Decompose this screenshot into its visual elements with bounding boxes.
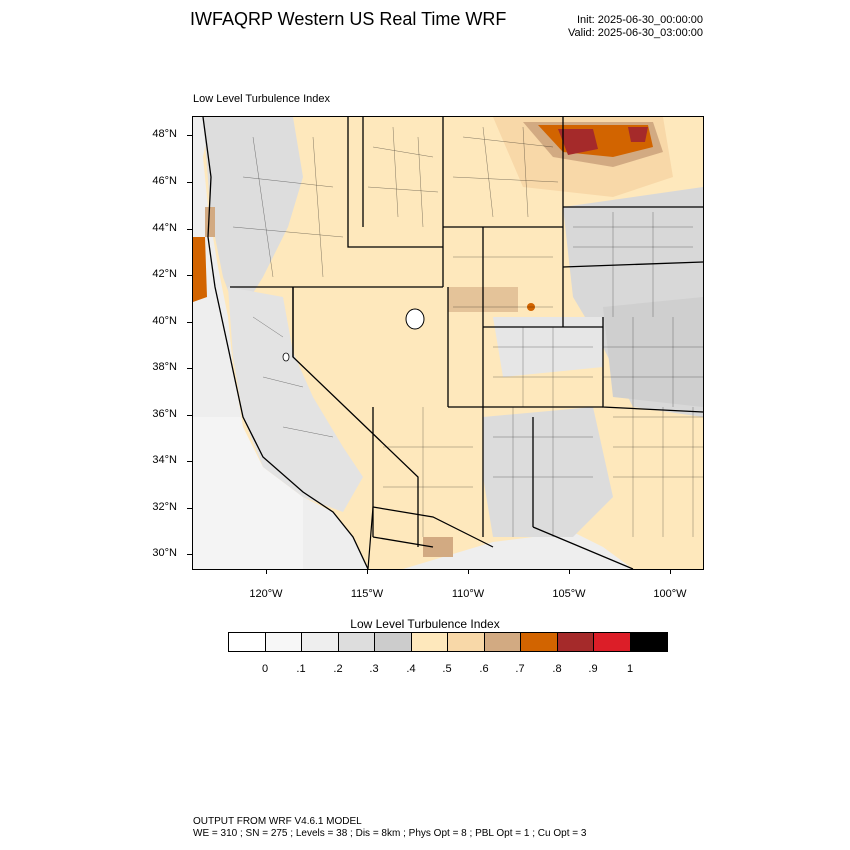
colorbar-box <box>338 633 375 651</box>
lon-tick <box>670 569 671 574</box>
colorbar-label: .8 <box>552 663 562 675</box>
lat-label-40: 40°N <box>152 315 177 327</box>
lon-label-115: 115°W <box>350 588 384 600</box>
oregon-coast-tan-area <box>205 207 215 237</box>
lon-tick <box>468 569 469 574</box>
lat-label-36: 36°N <box>152 408 177 420</box>
footer-model-line: OUTPUT FROM WRF V4.6.1 MODEL <box>193 816 362 827</box>
lat-tick <box>187 135 192 136</box>
pnw-gray-area <box>203 117 303 317</box>
lon-tick <box>569 569 570 574</box>
valid-time: Valid: 2025-06-30_03:00:00 <box>568 27 703 39</box>
colorbar-box <box>594 633 631 651</box>
lat-tick <box>187 461 192 462</box>
lat-tick <box>187 368 192 369</box>
turbulence-map <box>192 116 704 570</box>
colorbar-box <box>229 633 266 651</box>
colorbar-label: .9 <box>588 663 598 675</box>
lat-tick <box>187 229 192 230</box>
lat-tick <box>187 554 192 555</box>
colorbar-box <box>484 633 521 651</box>
state-borders <box>230 117 703 569</box>
montana-red-area-2 <box>628 127 648 142</box>
lon-label-100: 100°W <box>653 588 687 600</box>
lon-tick <box>367 569 368 574</box>
lon-label-120: 120°W <box>249 588 283 600</box>
lat-label-44: 44°N <box>152 222 177 234</box>
colorbar <box>228 632 668 652</box>
colorbar-label: .4 <box>406 663 416 675</box>
colorbar-box <box>265 633 302 651</box>
colorbar-label: .5 <box>442 663 452 675</box>
oregon-coast-orange-area <box>193 237 207 302</box>
colorbar-label: .2 <box>333 663 343 675</box>
lat-tick <box>187 322 192 323</box>
montana-red-area <box>558 129 598 155</box>
colorbar-label: 1 <box>626 663 634 675</box>
lon-label-110: 110°W <box>451 588 485 600</box>
lat-label-30: 30°N <box>152 547 177 559</box>
lon-label-105: 105°W <box>552 588 586 600</box>
colorbar-label: .6 <box>479 663 489 675</box>
lat-label-38: 38°N <box>152 361 177 373</box>
great-salt-lake <box>405 308 425 330</box>
lat-tick <box>187 508 192 509</box>
lat-tick <box>187 415 192 416</box>
lat-label-48: 48°N <box>152 128 177 140</box>
lat-label-34: 34°N <box>152 454 177 466</box>
southern-gray-area <box>483 407 613 537</box>
lat-tick <box>187 182 192 183</box>
arizona-tan-area <box>423 537 453 557</box>
map-subtitle: Low Level Turbulence Index <box>193 93 330 105</box>
colorbar-label: .3 <box>369 663 379 675</box>
colorbar-box <box>375 633 412 651</box>
colorbar-box <box>302 633 339 651</box>
lat-label-42: 42°N <box>152 268 177 280</box>
colorbar-box <box>521 633 558 651</box>
footer-options-line: WE = 310 ; SN = 275 ; Levels = 38 ; Dis … <box>193 828 587 839</box>
lake-tahoe <box>282 352 290 362</box>
plot-title: IWFAQRP Western US Real Time WRF <box>190 9 507 29</box>
lat-label-32: 32°N <box>152 501 177 513</box>
lon-tick <box>266 569 267 574</box>
lat-label-46: 46°N <box>152 175 177 187</box>
mexico-border <box>367 506 494 569</box>
colorbar-label: .7 <box>515 663 525 675</box>
init-time: Init: 2025-06-30_00:00:00 <box>577 14 703 26</box>
colorbar-label: .1 <box>296 663 306 675</box>
colorbar-box <box>557 633 594 651</box>
colorbar-box <box>411 633 448 651</box>
coastline <box>202 117 369 569</box>
colorbar-box <box>448 633 485 651</box>
lat-tick <box>187 275 192 276</box>
colorbar-title: Low Level Turbulence Index <box>350 617 500 631</box>
colorbar-box <box>630 633 667 651</box>
plains-light-gray-area <box>603 297 703 407</box>
colorbar-label: 0 <box>261 663 269 675</box>
